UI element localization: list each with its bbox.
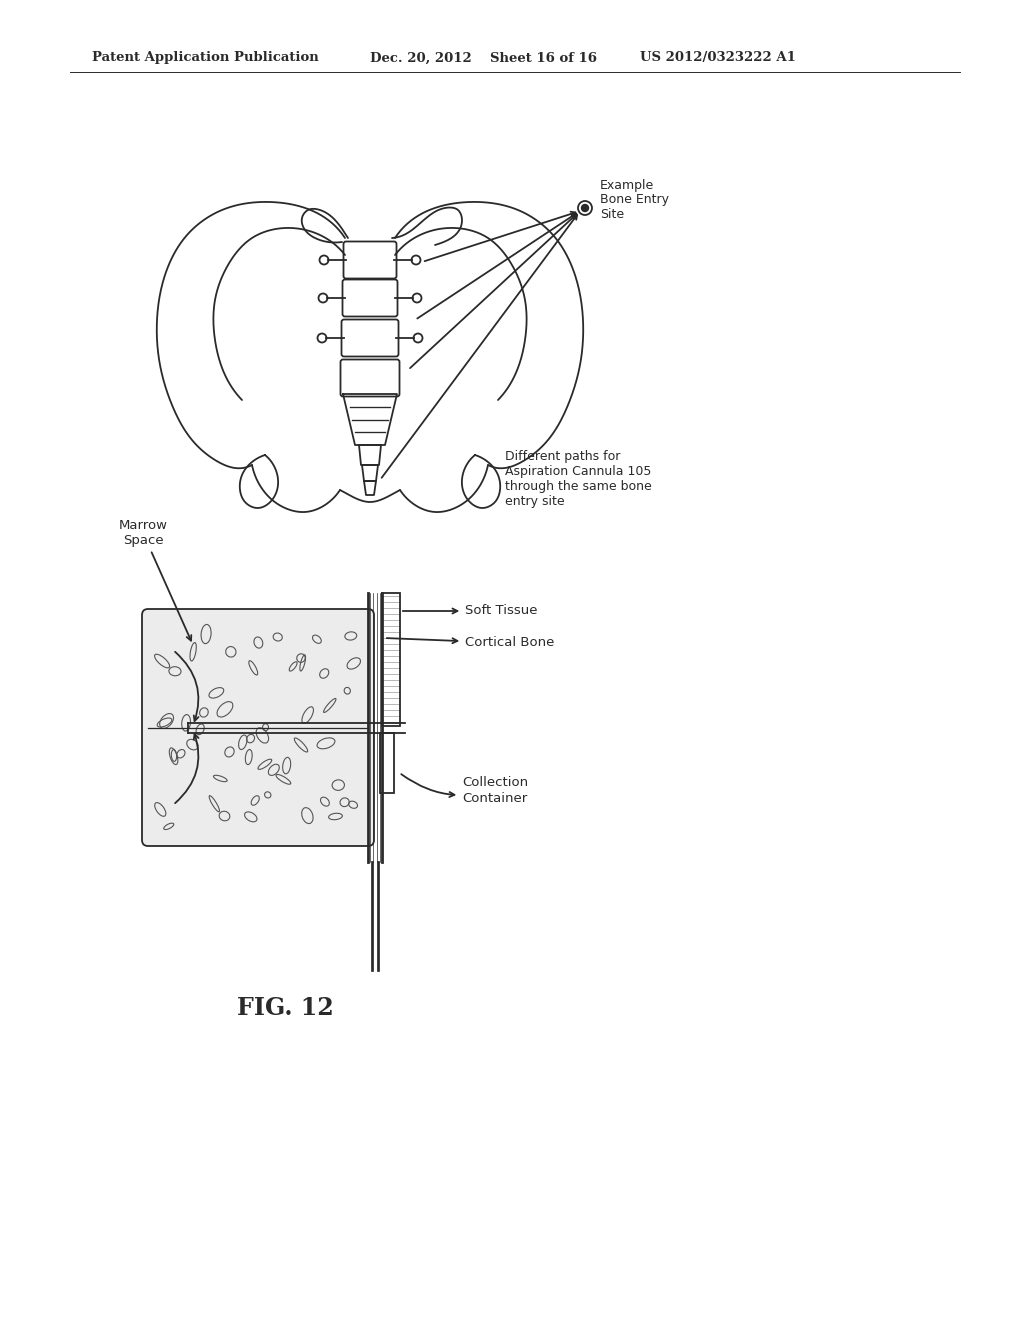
Text: Example
Bone Entry
Site: Example Bone Entry Site	[600, 178, 669, 222]
Text: US 2012/0323222 A1: US 2012/0323222 A1	[640, 51, 796, 65]
Text: FIG. 12: FIG. 12	[237, 997, 334, 1020]
Text: Soft Tissue: Soft Tissue	[402, 605, 538, 618]
Text: Different paths for
Aspiration Cannula 105
through the same bone
entry site: Different paths for Aspiration Cannula 1…	[505, 450, 651, 508]
FancyBboxPatch shape	[142, 609, 374, 846]
Text: Sheet 16 of 16: Sheet 16 of 16	[490, 51, 597, 65]
Text: Cortical Bone: Cortical Bone	[387, 636, 554, 649]
Text: Patent Application Publication: Patent Application Publication	[92, 51, 318, 65]
Text: Collection
Container: Collection Container	[401, 774, 528, 804]
Bar	[382, 593, 400, 726]
Circle shape	[582, 205, 589, 211]
Text: Marrow
Space: Marrow Space	[119, 519, 191, 640]
Text: Dec. 20, 2012: Dec. 20, 2012	[370, 51, 472, 65]
Bar	[380, 733, 394, 792]
